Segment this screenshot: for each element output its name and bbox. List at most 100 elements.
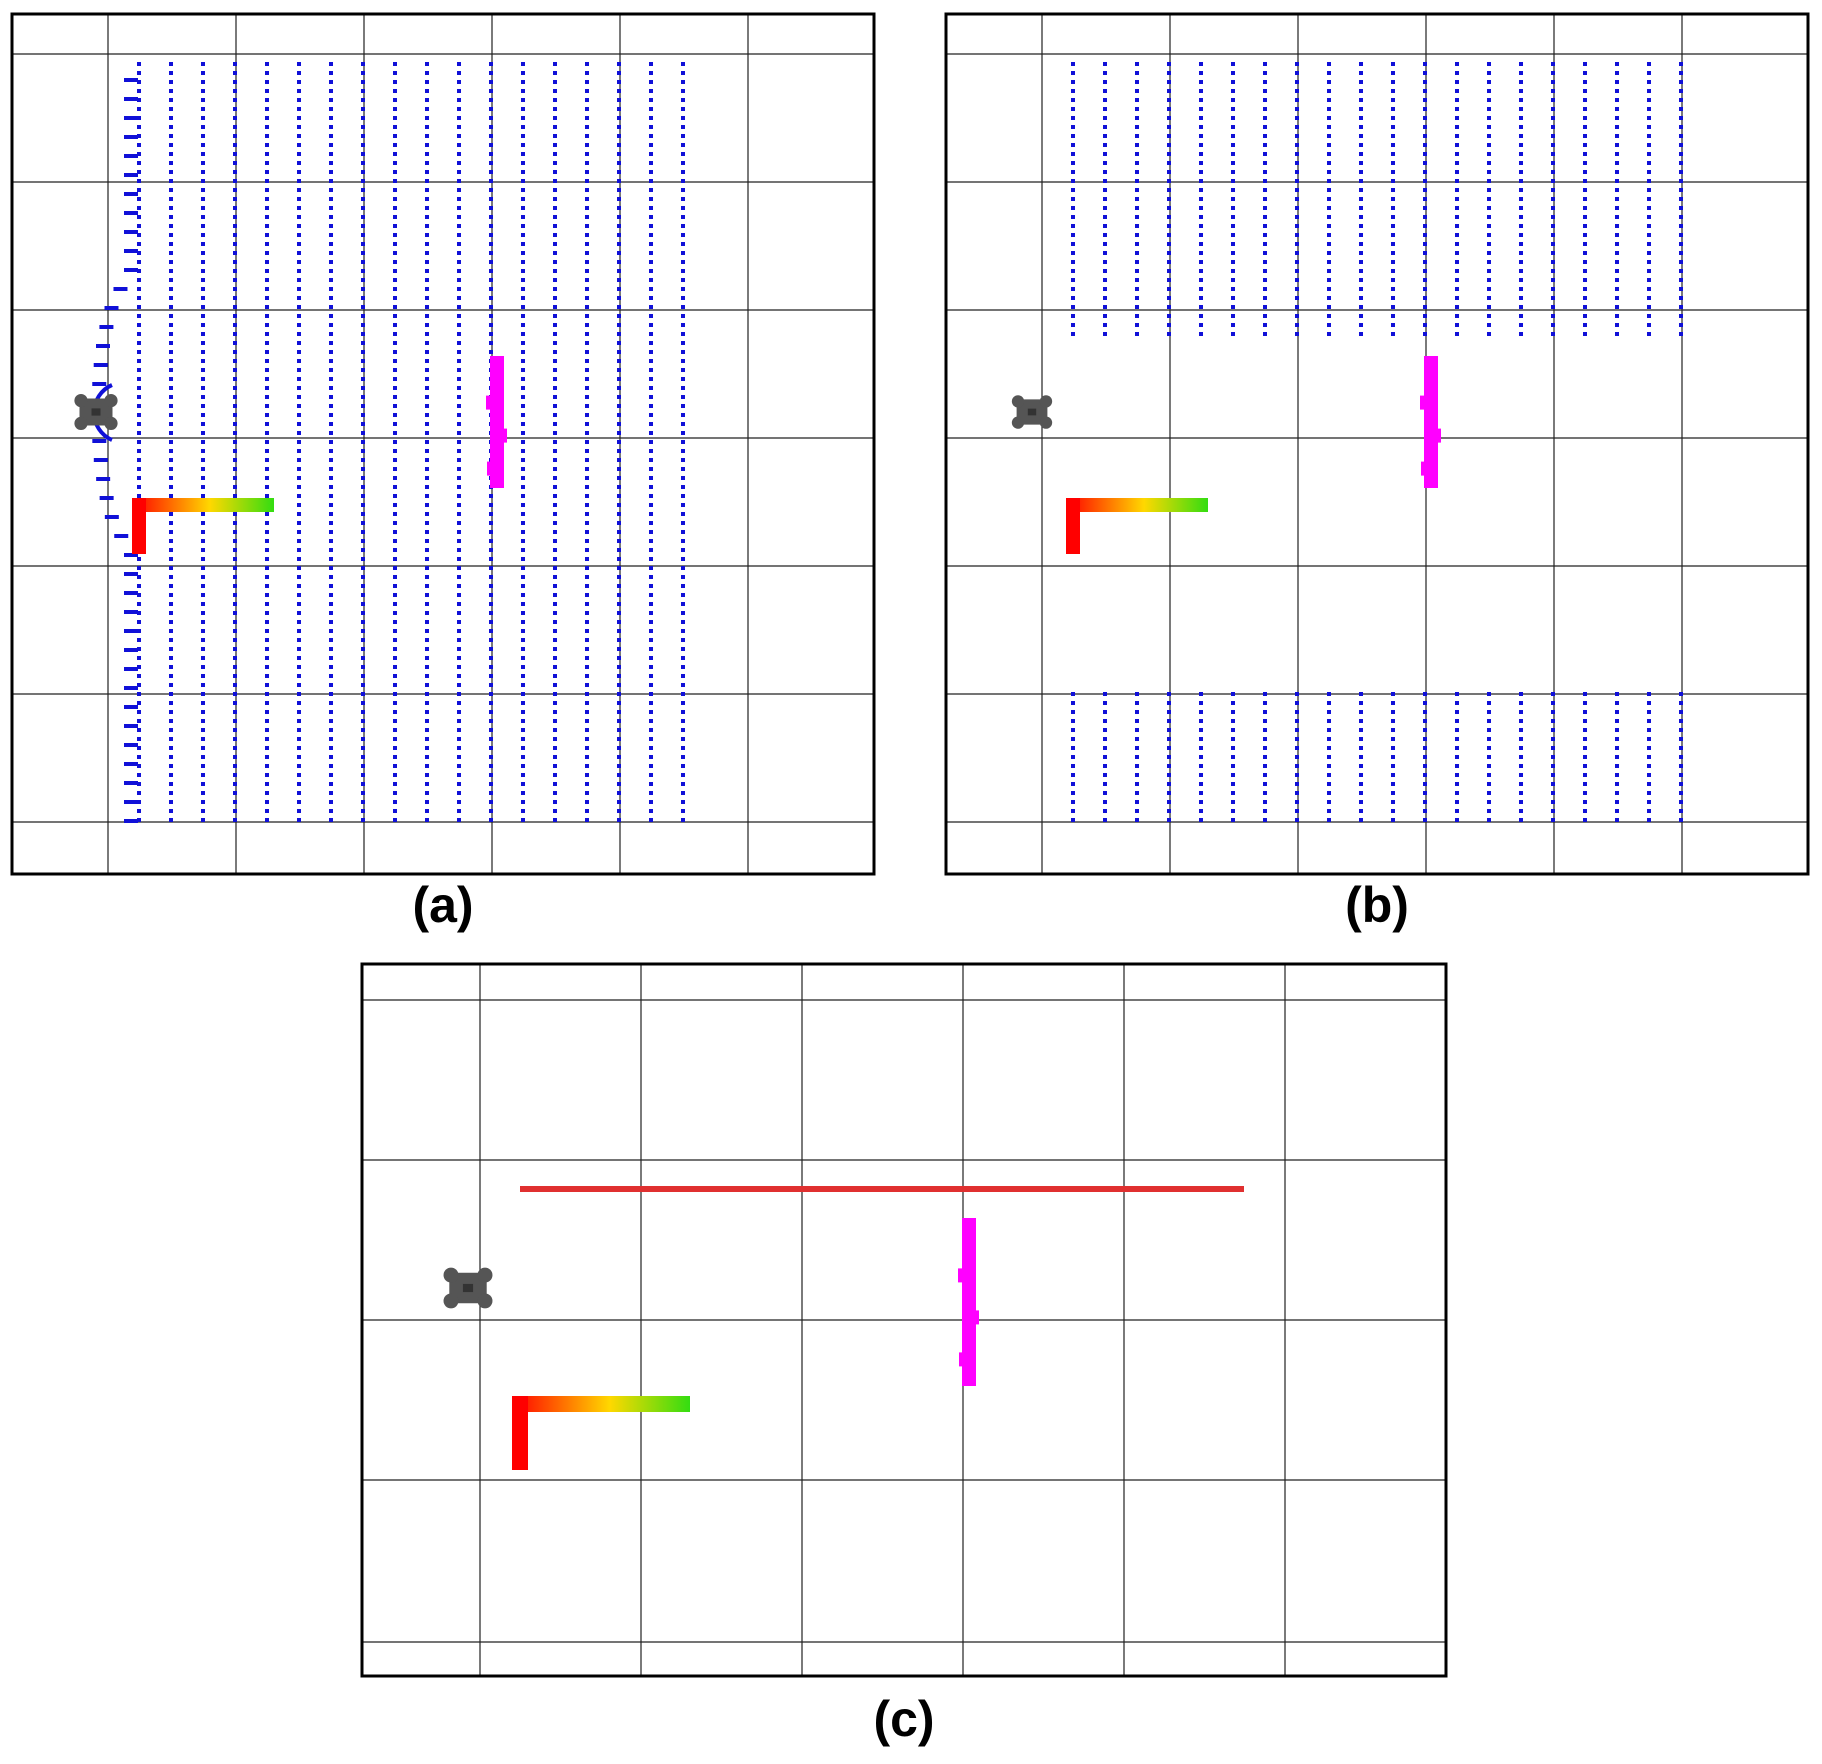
point bbox=[1071, 233, 1075, 237]
point bbox=[585, 611, 589, 615]
point bbox=[1423, 764, 1427, 768]
point bbox=[521, 773, 525, 777]
point bbox=[1615, 143, 1619, 147]
point bbox=[617, 179, 621, 183]
point bbox=[137, 296, 141, 300]
point bbox=[361, 215, 365, 219]
point bbox=[1103, 134, 1107, 138]
point bbox=[425, 476, 429, 480]
point bbox=[1551, 755, 1555, 759]
point bbox=[201, 557, 205, 561]
scan-dash bbox=[124, 211, 138, 215]
point bbox=[585, 782, 589, 786]
point bbox=[393, 278, 397, 282]
point bbox=[585, 692, 589, 696]
point bbox=[329, 818, 333, 822]
point bbox=[1167, 98, 1171, 102]
point bbox=[521, 701, 525, 705]
point bbox=[457, 215, 461, 219]
point bbox=[649, 323, 653, 327]
point bbox=[649, 692, 653, 696]
point bbox=[169, 395, 173, 399]
point bbox=[1167, 134, 1171, 138]
point bbox=[585, 161, 589, 165]
point bbox=[201, 665, 205, 669]
point bbox=[1647, 161, 1651, 165]
point bbox=[1551, 134, 1555, 138]
point bbox=[1391, 701, 1395, 705]
point bbox=[1135, 98, 1139, 102]
point bbox=[1103, 764, 1107, 768]
point bbox=[617, 197, 621, 201]
point bbox=[329, 431, 333, 435]
point bbox=[617, 584, 621, 588]
point bbox=[489, 791, 493, 795]
point bbox=[201, 215, 205, 219]
point bbox=[553, 386, 557, 390]
point bbox=[1455, 755, 1459, 759]
point bbox=[297, 125, 301, 129]
point bbox=[265, 323, 269, 327]
point bbox=[233, 269, 237, 273]
point bbox=[1647, 719, 1651, 723]
point bbox=[329, 260, 333, 264]
point bbox=[553, 143, 557, 147]
point bbox=[425, 62, 429, 66]
point bbox=[1199, 296, 1203, 300]
point bbox=[361, 674, 365, 678]
point bbox=[1391, 215, 1395, 219]
point bbox=[1359, 719, 1363, 723]
point bbox=[649, 215, 653, 219]
point bbox=[1647, 62, 1651, 66]
point bbox=[521, 224, 525, 228]
point bbox=[233, 386, 237, 390]
point bbox=[361, 368, 365, 372]
point bbox=[457, 611, 461, 615]
point bbox=[137, 395, 141, 399]
point bbox=[137, 476, 141, 480]
point bbox=[585, 791, 589, 795]
point bbox=[169, 341, 173, 345]
obstacle-segment bbox=[493, 428, 507, 443]
point bbox=[1071, 710, 1075, 714]
point bbox=[585, 728, 589, 732]
point bbox=[329, 602, 333, 606]
point bbox=[617, 233, 621, 237]
point bbox=[425, 296, 429, 300]
point bbox=[1071, 152, 1075, 156]
point bbox=[1295, 710, 1299, 714]
point bbox=[1487, 170, 1491, 174]
point bbox=[1391, 71, 1395, 75]
point bbox=[361, 179, 365, 183]
point bbox=[585, 215, 589, 219]
point bbox=[1231, 287, 1235, 291]
point bbox=[361, 629, 365, 633]
point bbox=[1263, 143, 1267, 147]
point bbox=[1615, 800, 1619, 804]
point bbox=[233, 242, 237, 246]
point bbox=[553, 413, 557, 417]
point bbox=[233, 755, 237, 759]
point bbox=[649, 746, 653, 750]
point bbox=[1583, 314, 1587, 318]
point bbox=[1551, 728, 1555, 732]
point bbox=[1615, 197, 1619, 201]
point bbox=[649, 431, 653, 435]
point bbox=[1551, 251, 1555, 255]
point bbox=[1519, 269, 1523, 273]
scan-dash bbox=[124, 648, 138, 652]
point bbox=[297, 80, 301, 84]
point bbox=[1679, 314, 1683, 318]
point bbox=[1263, 800, 1267, 804]
point bbox=[1231, 215, 1235, 219]
point bbox=[329, 242, 333, 246]
point bbox=[1103, 107, 1107, 111]
point bbox=[361, 737, 365, 741]
point bbox=[457, 80, 461, 84]
point bbox=[169, 458, 173, 462]
point bbox=[1167, 269, 1171, 273]
point bbox=[265, 575, 269, 579]
point bbox=[265, 584, 269, 588]
point bbox=[329, 476, 333, 480]
point bbox=[137, 728, 141, 732]
